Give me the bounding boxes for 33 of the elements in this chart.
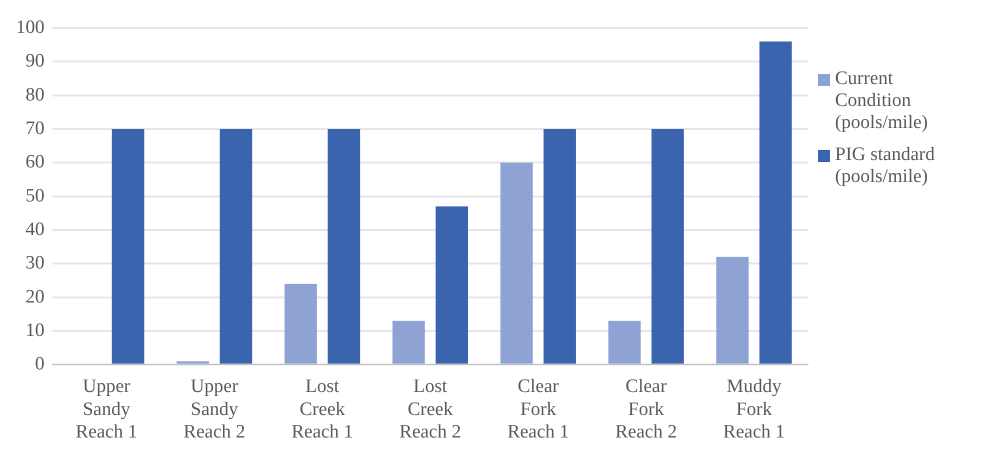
legend-label: PIG standard (pools/mile) <box>835 144 936 188</box>
x-tick-label: Clear Fork Reach 1 <box>507 376 570 443</box>
bar <box>436 206 468 364</box>
bar <box>608 320 641 364</box>
y-tick-label: 40 <box>26 218 44 240</box>
y-tick-label: 90 <box>26 50 44 72</box>
y-tick-label: 60 <box>26 152 44 173</box>
bar <box>284 284 317 364</box>
y-tick-label: 0 <box>35 354 44 375</box>
y-tick-label: 10 <box>26 320 44 341</box>
y-tick-label: 70 <box>26 118 44 139</box>
bar <box>220 128 252 364</box>
x-tick-label: Muddy Fork Reach 1 <box>723 376 785 443</box>
x-tick-label: Clear Fork Reach 2 <box>615 376 677 443</box>
bar <box>759 41 792 364</box>
x-tick-label: Upper Sandy Reach 1 <box>76 376 138 443</box>
bar <box>176 361 209 364</box>
bar <box>716 256 749 364</box>
x-tick-label: Lost Creek Reach 1 <box>291 376 354 443</box>
y-tick-label: 100 <box>16 16 44 38</box>
x-tick-label: Lost Creek Reach 2 <box>399 376 462 443</box>
bar <box>328 128 360 364</box>
y-tick-label: 80 <box>26 84 44 106</box>
x-tick-label: Upper Sandy Reach 2 <box>184 376 246 443</box>
y-tick-label: 50 <box>26 185 44 206</box>
bar <box>500 162 533 364</box>
bar <box>652 128 684 364</box>
legend-label: Current Condition (pools/mile) <box>835 68 929 134</box>
bar <box>544 128 576 364</box>
bar <box>392 320 425 364</box>
y-tick-label: 30 <box>26 252 44 274</box>
y-tick-label: 20 <box>26 286 44 308</box>
bar <box>112 128 144 364</box>
